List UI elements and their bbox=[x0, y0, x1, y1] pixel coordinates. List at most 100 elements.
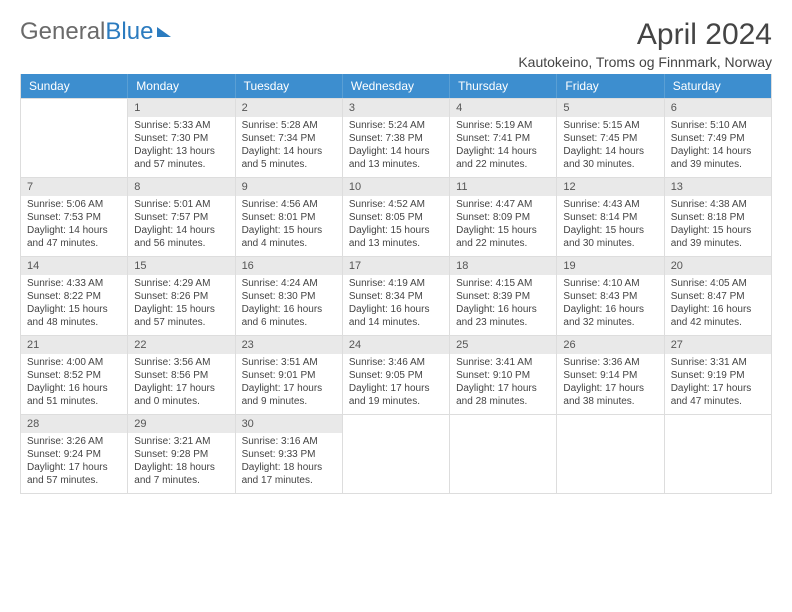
day-header: Wednesday bbox=[343, 74, 450, 98]
sunset-text: Sunset: 8:18 PM bbox=[671, 211, 765, 224]
cell-text: Sunrise: 4:56 AMSunset: 8:01 PMDaylight:… bbox=[236, 196, 342, 254]
sunset-text: Sunset: 8:47 PM bbox=[671, 290, 765, 303]
daylight-text: Daylight: 17 hours and 38 minutes. bbox=[563, 382, 657, 408]
sunset-text: Sunset: 8:43 PM bbox=[563, 290, 657, 303]
cell-text: Sunrise: 4:29 AMSunset: 8:26 PMDaylight:… bbox=[128, 275, 234, 333]
day-number: 25 bbox=[450, 336, 556, 354]
cell-text: Sunrise: 3:21 AMSunset: 9:28 PMDaylight:… bbox=[128, 433, 234, 491]
calendar-cell: 18Sunrise: 4:15 AMSunset: 8:39 PMDayligh… bbox=[450, 257, 557, 335]
sunset-text: Sunset: 8:34 PM bbox=[349, 290, 443, 303]
day-number bbox=[665, 415, 771, 433]
day-number: 20 bbox=[665, 257, 771, 275]
daylight-text: Daylight: 15 hours and 22 minutes. bbox=[456, 224, 550, 250]
calendar-cell: 4Sunrise: 5:19 AMSunset: 7:41 PMDaylight… bbox=[450, 99, 557, 177]
day-header: Saturday bbox=[665, 74, 771, 98]
cell-text: Sunrise: 5:01 AMSunset: 7:57 PMDaylight:… bbox=[128, 196, 234, 254]
sunrise-text: Sunrise: 4:33 AM bbox=[27, 277, 121, 290]
cell-text: Sunrise: 4:10 AMSunset: 8:43 PMDaylight:… bbox=[557, 275, 663, 333]
daylight-text: Daylight: 14 hours and 5 minutes. bbox=[242, 145, 336, 171]
sunrise-text: Sunrise: 4:56 AM bbox=[242, 198, 336, 211]
day-number: 18 bbox=[450, 257, 556, 275]
weeks-container: 1Sunrise: 5:33 AMSunset: 7:30 PMDaylight… bbox=[21, 98, 771, 493]
cell-text: Sunrise: 5:06 AMSunset: 7:53 PMDaylight:… bbox=[21, 196, 127, 254]
day-number: 12 bbox=[557, 178, 663, 196]
daylight-text: Daylight: 17 hours and 0 minutes. bbox=[134, 382, 228, 408]
calendar-cell: 8Sunrise: 5:01 AMSunset: 7:57 PMDaylight… bbox=[128, 178, 235, 256]
cell-text: Sunrise: 4:33 AMSunset: 8:22 PMDaylight:… bbox=[21, 275, 127, 333]
day-header: Thursday bbox=[450, 74, 557, 98]
calendar-cell: 20Sunrise: 4:05 AMSunset: 8:47 PMDayligh… bbox=[665, 257, 771, 335]
sunrise-text: Sunrise: 4:24 AM bbox=[242, 277, 336, 290]
sunrise-text: Sunrise: 3:26 AM bbox=[27, 435, 121, 448]
daylight-text: Daylight: 17 hours and 47 minutes. bbox=[671, 382, 765, 408]
sunset-text: Sunset: 7:57 PM bbox=[134, 211, 228, 224]
sunset-text: Sunset: 8:26 PM bbox=[134, 290, 228, 303]
day-number: 15 bbox=[128, 257, 234, 275]
day-number: 4 bbox=[450, 99, 556, 117]
cell-text: Sunrise: 3:36 AMSunset: 9:14 PMDaylight:… bbox=[557, 354, 663, 412]
daylight-text: Daylight: 17 hours and 9 minutes. bbox=[242, 382, 336, 408]
calendar-cell: 5Sunrise: 5:15 AMSunset: 7:45 PMDaylight… bbox=[557, 99, 664, 177]
sunrise-text: Sunrise: 3:46 AM bbox=[349, 356, 443, 369]
sunset-text: Sunset: 7:41 PM bbox=[456, 132, 550, 145]
cell-text: Sunrise: 4:38 AMSunset: 8:18 PMDaylight:… bbox=[665, 196, 771, 254]
day-number: 19 bbox=[557, 257, 663, 275]
sunset-text: Sunset: 7:30 PM bbox=[134, 132, 228, 145]
daylight-text: Daylight: 15 hours and 4 minutes. bbox=[242, 224, 336, 250]
daylight-text: Daylight: 16 hours and 6 minutes. bbox=[242, 303, 336, 329]
day-number: 28 bbox=[21, 415, 127, 433]
day-number: 14 bbox=[21, 257, 127, 275]
sunset-text: Sunset: 8:09 PM bbox=[456, 211, 550, 224]
brand-logo: GeneralBlue bbox=[20, 18, 171, 46]
sunrise-text: Sunrise: 4:00 AM bbox=[27, 356, 121, 369]
calendar-cell: 7Sunrise: 5:06 AMSunset: 7:53 PMDaylight… bbox=[21, 178, 128, 256]
day-number: 3 bbox=[343, 99, 449, 117]
daylight-text: Daylight: 15 hours and 39 minutes. bbox=[671, 224, 765, 250]
sunset-text: Sunset: 7:38 PM bbox=[349, 132, 443, 145]
calendar-cell bbox=[343, 415, 450, 493]
calendar-cell: 23Sunrise: 3:51 AMSunset: 9:01 PMDayligh… bbox=[236, 336, 343, 414]
day-number: 21 bbox=[21, 336, 127, 354]
calendar-cell: 2Sunrise: 5:28 AMSunset: 7:34 PMDaylight… bbox=[236, 99, 343, 177]
sunset-text: Sunset: 9:01 PM bbox=[242, 369, 336, 382]
calendar: SundayMondayTuesdayWednesdayThursdayFrid… bbox=[20, 74, 772, 494]
day-number: 24 bbox=[343, 336, 449, 354]
cell-text: Sunrise: 4:43 AMSunset: 8:14 PMDaylight:… bbox=[557, 196, 663, 254]
calendar-cell: 3Sunrise: 5:24 AMSunset: 7:38 PMDaylight… bbox=[343, 99, 450, 177]
sunrise-text: Sunrise: 5:24 AM bbox=[349, 119, 443, 132]
day-number: 23 bbox=[236, 336, 342, 354]
sunrise-text: Sunrise: 3:21 AM bbox=[134, 435, 228, 448]
cell-text: Sunrise: 4:00 AMSunset: 8:52 PMDaylight:… bbox=[21, 354, 127, 412]
cell-text: Sunrise: 4:15 AMSunset: 8:39 PMDaylight:… bbox=[450, 275, 556, 333]
daylight-text: Daylight: 14 hours and 56 minutes. bbox=[134, 224, 228, 250]
day-number: 6 bbox=[665, 99, 771, 117]
sunset-text: Sunset: 8:01 PM bbox=[242, 211, 336, 224]
day-number bbox=[450, 415, 556, 433]
day-number: 8 bbox=[128, 178, 234, 196]
calendar-cell bbox=[557, 415, 664, 493]
sunrise-text: Sunrise: 5:33 AM bbox=[134, 119, 228, 132]
sunset-text: Sunset: 7:49 PM bbox=[671, 132, 765, 145]
daylight-text: Daylight: 14 hours and 47 minutes. bbox=[27, 224, 121, 250]
calendar-cell: 28Sunrise: 3:26 AMSunset: 9:24 PMDayligh… bbox=[21, 415, 128, 493]
daylight-text: Daylight: 17 hours and 57 minutes. bbox=[27, 461, 121, 487]
sunrise-text: Sunrise: 5:01 AM bbox=[134, 198, 228, 211]
cell-text: Sunrise: 4:47 AMSunset: 8:09 PMDaylight:… bbox=[450, 196, 556, 254]
sunrise-text: Sunrise: 4:15 AM bbox=[456, 277, 550, 290]
sunrise-text: Sunrise: 4:29 AM bbox=[134, 277, 228, 290]
week-row: 21Sunrise: 4:00 AMSunset: 8:52 PMDayligh… bbox=[21, 335, 771, 414]
sunset-text: Sunset: 7:53 PM bbox=[27, 211, 121, 224]
sunrise-text: Sunrise: 4:43 AM bbox=[563, 198, 657, 211]
calendar-cell bbox=[665, 415, 771, 493]
calendar-cell: 25Sunrise: 3:41 AMSunset: 9:10 PMDayligh… bbox=[450, 336, 557, 414]
calendar-cell: 17Sunrise: 4:19 AMSunset: 8:34 PMDayligh… bbox=[343, 257, 450, 335]
calendar-cell: 6Sunrise: 5:10 AMSunset: 7:49 PMDaylight… bbox=[665, 99, 771, 177]
sunset-text: Sunset: 9:33 PM bbox=[242, 448, 336, 461]
brand-part2: Blue bbox=[105, 18, 153, 46]
sunrise-text: Sunrise: 4:47 AM bbox=[456, 198, 550, 211]
month-title: April 2024 bbox=[518, 18, 772, 52]
daylight-text: Daylight: 16 hours and 51 minutes. bbox=[27, 382, 121, 408]
calendar-cell: 15Sunrise: 4:29 AMSunset: 8:26 PMDayligh… bbox=[128, 257, 235, 335]
day-number: 26 bbox=[557, 336, 663, 354]
day-number: 27 bbox=[665, 336, 771, 354]
